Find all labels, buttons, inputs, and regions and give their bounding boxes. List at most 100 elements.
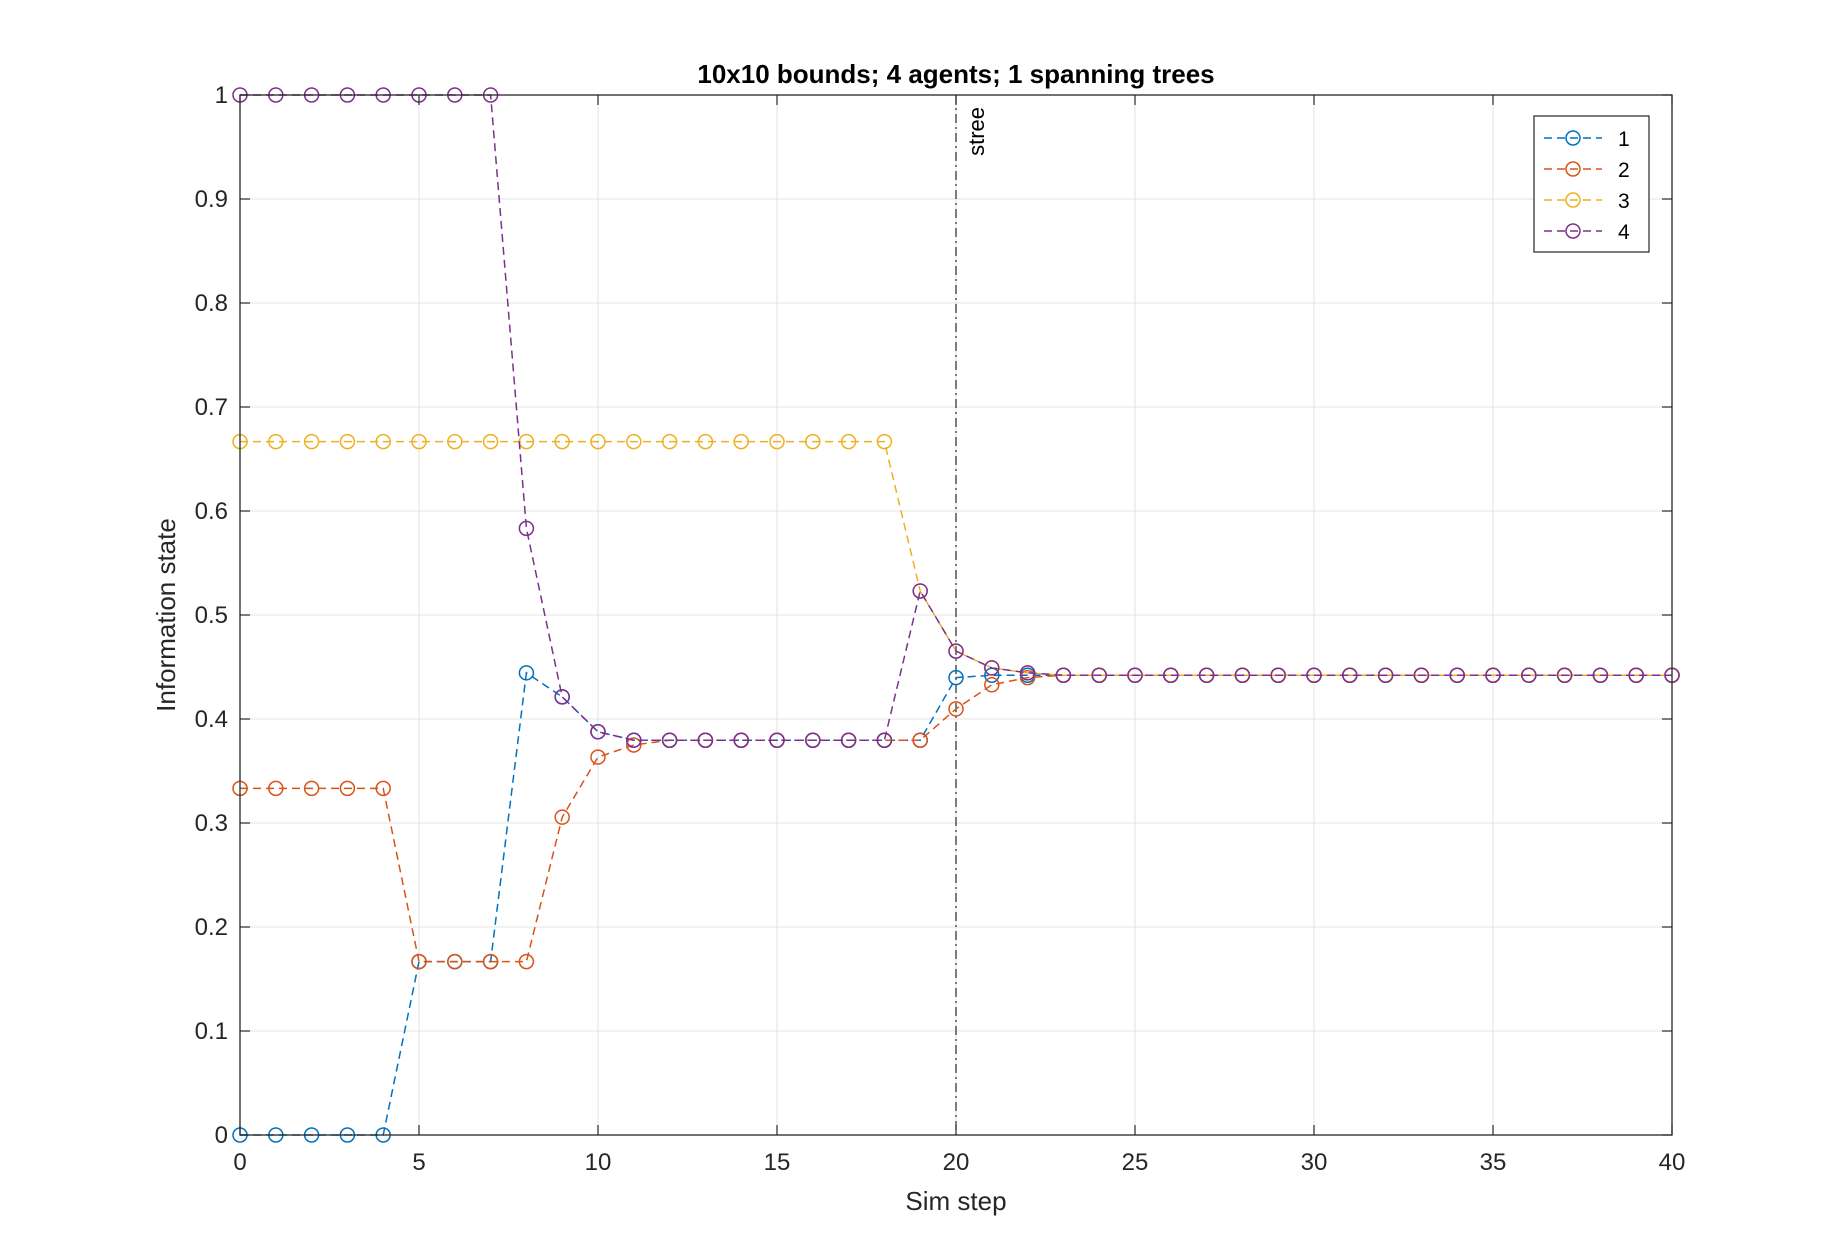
data-point [554, 433, 570, 450]
y-tick-label: 0.5 [195, 602, 228, 629]
data-point [805, 433, 821, 450]
data-point [1163, 667, 1179, 683]
data-point [554, 689, 570, 705]
data-point [447, 433, 463, 450]
x-axis-label: Sim step [905, 1186, 1006, 1216]
data-point [268, 433, 284, 450]
data-point [840, 732, 857, 748]
y-tick-label: 0.4 [195, 706, 228, 733]
x-tick-label: 15 [764, 1149, 791, 1176]
annotation-label: stree [964, 107, 989, 156]
data-point [375, 433, 391, 450]
y-tick-label: 0.8 [195, 290, 228, 317]
legend: 1 2 3 4 [1533, 115, 1650, 253]
data-point [518, 665, 535, 681]
data-point [1306, 667, 1322, 683]
data-point [375, 780, 391, 797]
data-point [984, 677, 1000, 693]
data-point [626, 737, 642, 753]
x-tick-label: 5 [412, 1149, 425, 1176]
x-tick-label: 25 [1122, 1149, 1149, 1176]
data-point [1019, 665, 1036, 681]
data-point [948, 643, 964, 659]
data-point [876, 732, 893, 748]
data-point [769, 433, 785, 450]
legend-item: 1 [1544, 128, 1630, 151]
data-point [339, 780, 356, 797]
data-point [948, 669, 964, 686]
legend-item: 3 [1544, 190, 1630, 213]
legend-marker [1565, 161, 1581, 177]
series-line [240, 674, 1672, 963]
data-point [1055, 667, 1072, 683]
data-point [984, 660, 1000, 676]
x-tick-label: 30 [1301, 1149, 1328, 1176]
data-point [1127, 667, 1143, 683]
chart-title: 10x10 bounds; 4 agents; 1 spanning trees [697, 59, 1214, 89]
legend-marker [1565, 192, 1581, 208]
x-tick-label: 35 [1480, 1149, 1507, 1176]
y-tick-label: 0.1 [195, 1018, 228, 1045]
legend-item: 2 [1544, 159, 1630, 182]
data-point [840, 433, 857, 450]
data-point [1270, 667, 1286, 683]
legend-label: 4 [1618, 221, 1630, 244]
series-line [240, 440, 1672, 676]
data-point [626, 433, 642, 450]
annotation-line: stree [955, 95, 989, 1135]
data-point [268, 780, 284, 797]
data-point [518, 520, 535, 537]
data-point [590, 433, 606, 450]
data-point [805, 732, 821, 748]
x-tick-label: 0 [233, 1149, 246, 1176]
data-point [554, 809, 570, 825]
data-point [411, 433, 427, 450]
data-point [590, 749, 606, 765]
data-point [411, 953, 427, 970]
y-tick-label: 0.3 [195, 810, 228, 837]
data-point [769, 732, 785, 748]
data-point [912, 732, 928, 748]
legend-box [1533, 115, 1650, 253]
data-point [1091, 667, 1107, 683]
data-point [661, 433, 678, 450]
data-point [1342, 667, 1358, 683]
data-point [339, 433, 356, 450]
data-point [1198, 667, 1215, 683]
data-point [876, 433, 893, 450]
x-tick-label: 10 [585, 1149, 612, 1176]
y-tick-label: 0.9 [195, 186, 228, 213]
y-tick-label: 0.6 [195, 498, 228, 525]
data-point [1377, 667, 1394, 683]
data-point [303, 433, 320, 450]
y-tick-label: 0 [215, 1122, 228, 1149]
y-tick-label: 0.7 [195, 394, 228, 421]
data-point [1019, 669, 1036, 686]
data-point [1521, 667, 1537, 683]
data-point [661, 732, 678, 748]
legend-label: 2 [1618, 159, 1630, 182]
x-tick-label: 40 [1659, 1149, 1686, 1176]
y-axis-label: Information state [151, 518, 181, 712]
data-point [1234, 667, 1251, 683]
data-point [912, 583, 928, 599]
data-point [1628, 667, 1644, 683]
data-point [1413, 667, 1430, 683]
data-point [303, 780, 320, 797]
data-point [1556, 667, 1573, 683]
legend-marker [1565, 223, 1581, 239]
data-point [590, 724, 606, 740]
axis-ticks: 0 5 10 15 20 25 30 35 40 0 0.1 0.2 0.3 0.4 0.5 0.6 0.7 0.… [195, 82, 1686, 1176]
data-point [1592, 667, 1609, 683]
legend-label: 1 [1618, 128, 1630, 151]
data-point [447, 953, 463, 970]
data-point [626, 732, 642, 748]
data-point [697, 732, 714, 748]
data-point [1449, 667, 1465, 683]
data-point [733, 732, 749, 748]
data-point [948, 701, 964, 717]
legend-label: 3 [1618, 190, 1630, 213]
data-point [733, 433, 749, 450]
data-point [482, 953, 499, 970]
